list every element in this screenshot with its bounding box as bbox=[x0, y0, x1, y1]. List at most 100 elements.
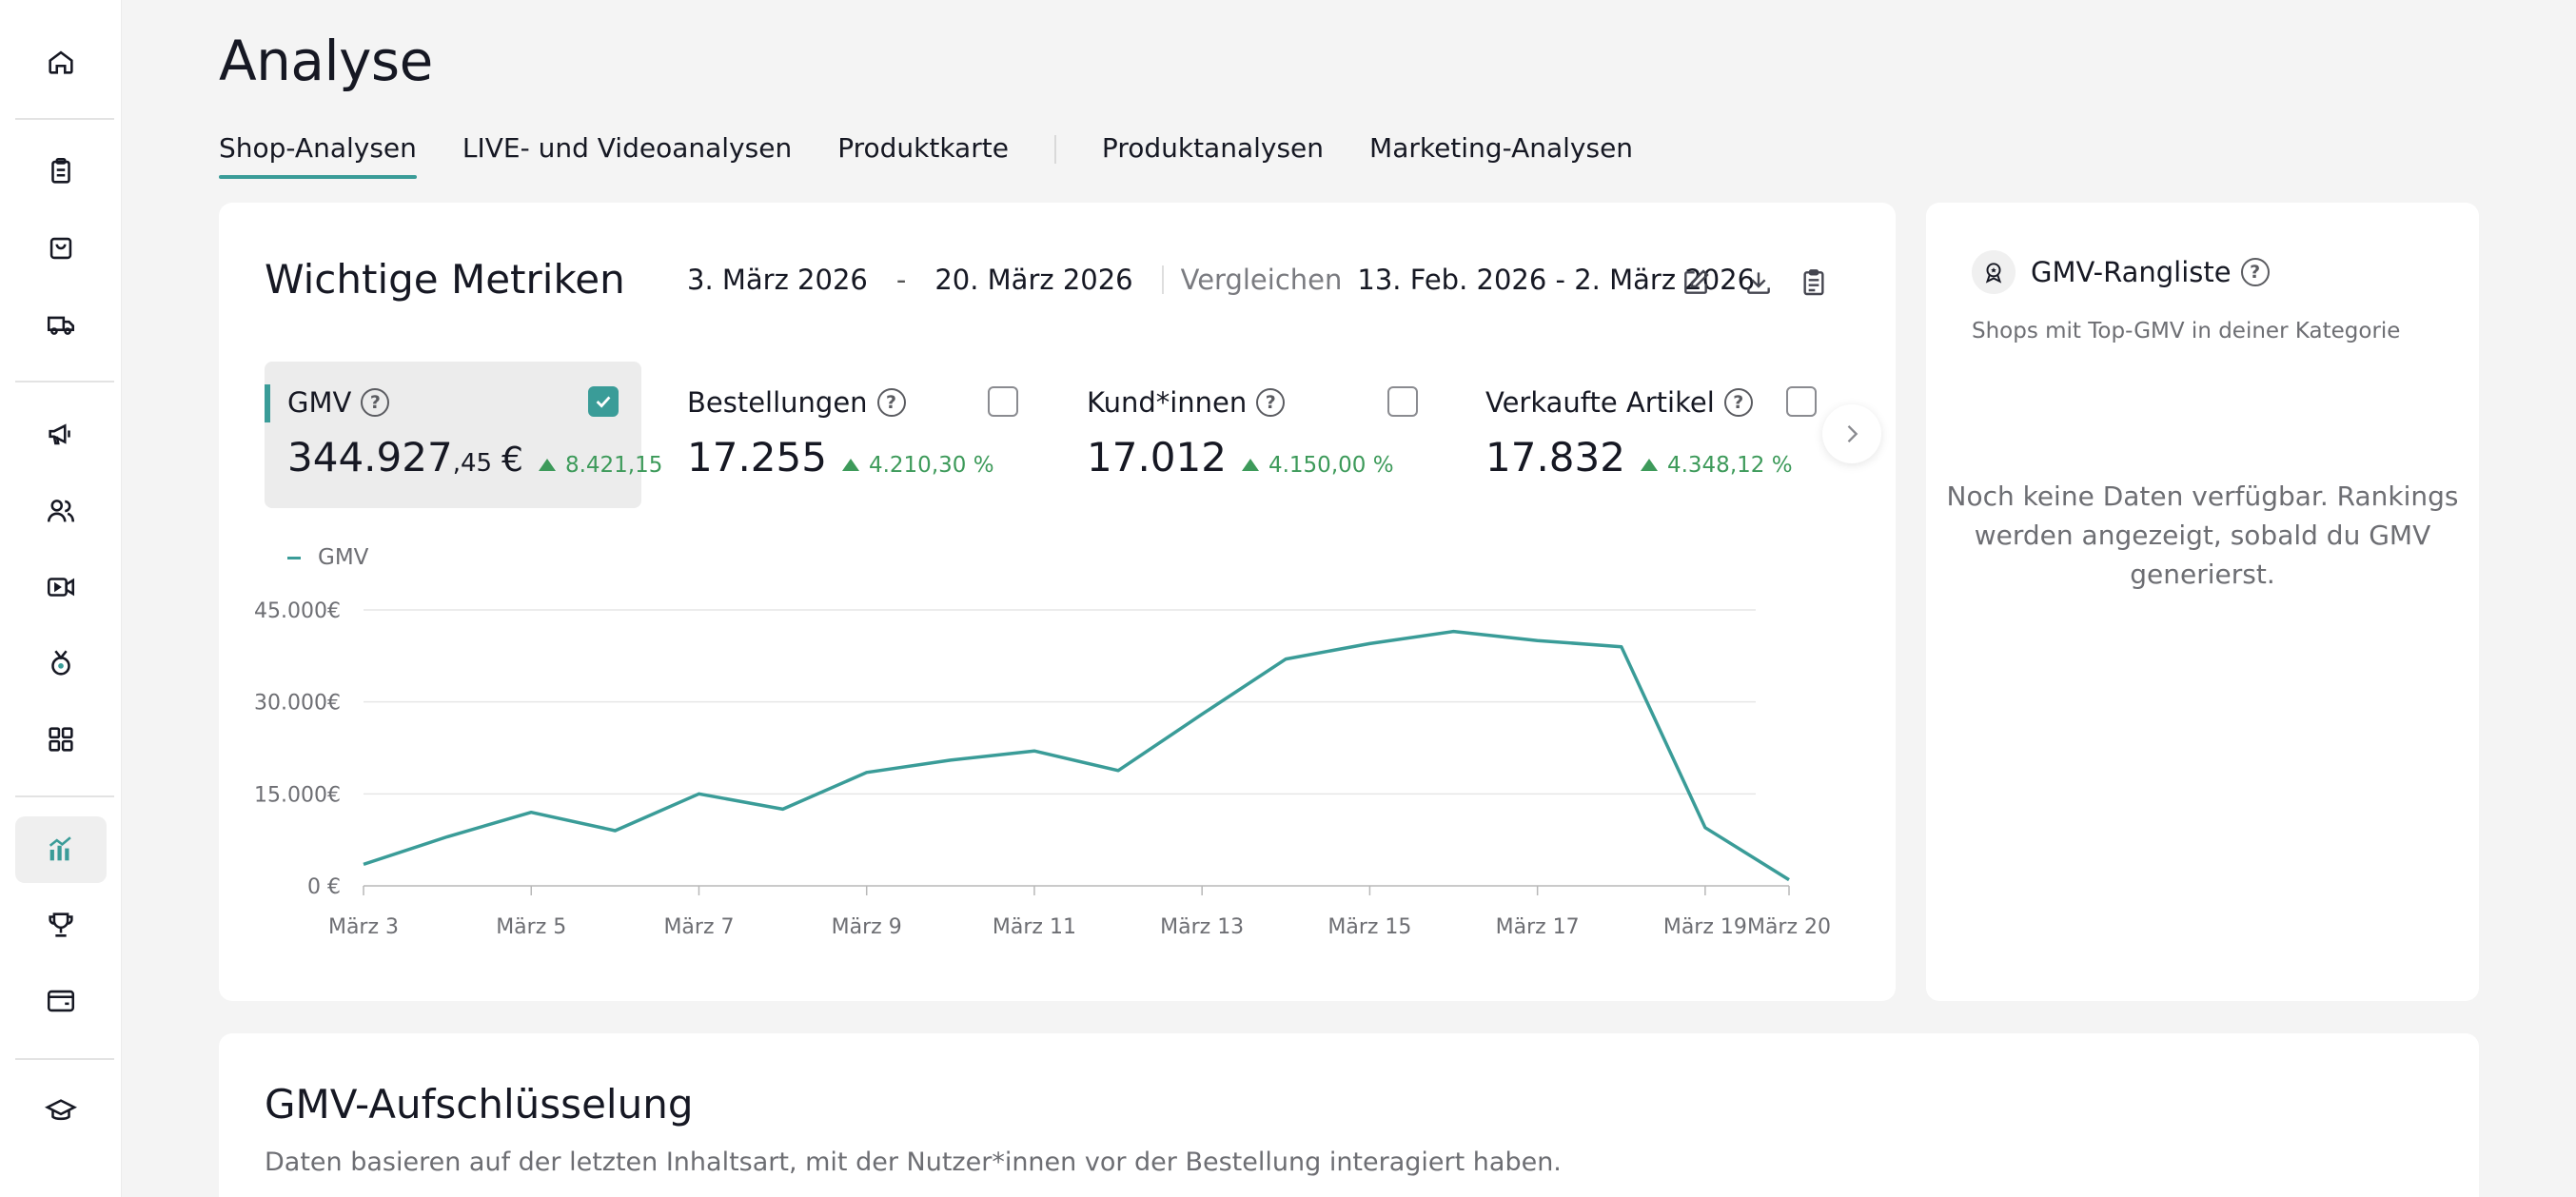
trophy-icon[interactable] bbox=[15, 892, 107, 958]
gmv-data-point bbox=[612, 828, 618, 834]
users-icon[interactable] bbox=[15, 478, 107, 544]
metric-checkbox[interactable] bbox=[1387, 386, 1418, 417]
shopping-bag-icon[interactable] bbox=[15, 215, 107, 282]
key-metrics-card: Wichtige Metriken 3. März 2026 - 20. Mär… bbox=[219, 203, 1896, 1001]
x-tick-label: März 11 bbox=[993, 915, 1076, 939]
breakdown-title: GMV-Aufschlüsselung bbox=[265, 1081, 694, 1128]
help-icon[interactable]: ? bbox=[1723, 388, 1753, 417]
y-tick-label: 45.000€ bbox=[254, 599, 341, 623]
gmv-data-point bbox=[696, 791, 701, 796]
gmv-line-chart: 0 € 15.000€ 30.000€ 45.000€ März 3 März 5 März… bbox=[254, 599, 1831, 939]
gmv-data-point bbox=[444, 834, 450, 839]
metric-value: 17.832 bbox=[1485, 434, 1625, 481]
compare-label: Vergleichen bbox=[1180, 264, 1343, 296]
ranking-empty-state: Noch keine Daten verfügbar. Rankings wer… bbox=[1946, 481, 2459, 590]
metric-checkbox[interactable] bbox=[988, 386, 1018, 417]
sidebar-divider bbox=[15, 1058, 114, 1060]
tab-produktkarte[interactable]: Produktkarte bbox=[837, 132, 1009, 164]
y-tick-label: 0 € bbox=[307, 875, 341, 899]
x-tick-label: März 7 bbox=[663, 915, 734, 939]
metric-delta: 4.210,30 % bbox=[868, 452, 994, 478]
help-icon[interactable]: ? bbox=[361, 388, 390, 417]
report-icon[interactable] bbox=[1795, 264, 1833, 302]
tab-marketing-analysen[interactable]: Marketing-Analysen bbox=[1369, 132, 1634, 164]
ranking-title: GMV-Rangliste bbox=[2031, 256, 2232, 288]
date-start[interactable]: 3. März 2026 bbox=[687, 264, 868, 296]
gmv-data-point bbox=[1535, 638, 1541, 643]
x-tick-label: März 19 bbox=[1663, 915, 1747, 939]
gmv-data-point bbox=[864, 770, 870, 775]
metric-card-verkaufte-artikel[interactable]: Verkaufte Artikel? 17.832 4.348,12 % bbox=[1463, 362, 1839, 508]
gmv-data-point bbox=[1451, 629, 1457, 635]
gmv-data-point bbox=[1367, 640, 1372, 646]
metric-checkbox[interactable] bbox=[1786, 386, 1817, 417]
gmv-data-point bbox=[780, 806, 786, 812]
gmv-data-point bbox=[1786, 877, 1792, 883]
x-tick-label: März 20 bbox=[1747, 915, 1831, 939]
metric-currency: € bbox=[501, 441, 523, 480]
delivery-truck-icon[interactable] bbox=[15, 291, 107, 358]
metric-checkbox[interactable] bbox=[588, 386, 619, 417]
apps-grid-icon[interactable] bbox=[15, 706, 107, 773]
breakdown-subtitle: Daten basieren auf der letzten Inhaltsar… bbox=[265, 1148, 1562, 1177]
metric-label: Verkaufte Artikel bbox=[1485, 386, 1715, 419]
tab-shop-analysen[interactable]: Shop-Analysen bbox=[219, 131, 417, 179]
home-icon[interactable] bbox=[15, 29, 107, 95]
metric-card-gmv[interactable]: GMV? 344.927,45 € 8.421,15 bbox=[265, 362, 662, 508]
tab-produktanalysen[interactable]: Produktanalysen bbox=[1101, 132, 1325, 164]
gmv-breakdown-card: GMV-Aufschlüsselung Daten basieren auf d… bbox=[219, 1033, 2479, 1197]
trend-up-icon bbox=[538, 459, 556, 471]
tab-divider bbox=[1053, 135, 1056, 164]
download-icon[interactable] bbox=[1740, 264, 1778, 302]
gmv-data-point bbox=[1032, 748, 1037, 754]
gmv-data-point bbox=[1702, 825, 1708, 831]
metric-delta: 8.421,15 bbox=[564, 452, 663, 478]
gmv-data-point bbox=[361, 861, 366, 867]
edit-icon[interactable] bbox=[1677, 264, 1715, 302]
wallet-icon[interactable] bbox=[15, 968, 107, 1034]
help-icon[interactable]: ? bbox=[1256, 388, 1286, 417]
x-tick-label: März 9 bbox=[832, 915, 902, 939]
checkmark-icon bbox=[596, 396, 611, 408]
metric-value-decimals: ,45 bbox=[452, 449, 493, 478]
trend-up-icon bbox=[1640, 459, 1658, 471]
gmv-data-point bbox=[528, 810, 534, 815]
date-range-picker[interactable]: 3. März 2026 - 20. März 2026 Vergleichen… bbox=[687, 264, 1755, 296]
megaphone-icon[interactable] bbox=[15, 401, 107, 467]
metric-label: Bestellungen bbox=[687, 386, 868, 419]
next-metrics-button[interactable] bbox=[1822, 404, 1881, 463]
page-title: Analyse bbox=[219, 29, 433, 93]
date-end[interactable]: 20. März 2026 bbox=[934, 264, 1133, 296]
graduation-cap-icon[interactable] bbox=[15, 1078, 107, 1145]
metric-label: Kund*innen bbox=[1087, 386, 1248, 419]
tab-live-videoanalysen[interactable]: LIVE- und Videoanalysen bbox=[462, 132, 793, 164]
chevron-right-icon bbox=[1847, 425, 1858, 442]
gmv-data-point bbox=[1283, 657, 1288, 662]
sidebar-divider bbox=[15, 795, 114, 797]
gmv-data-point bbox=[1199, 712, 1205, 717]
metric-value: 17.012 bbox=[1087, 434, 1227, 481]
compare-range[interactable]: 13. Feb. 2026 - 2. März 2026 bbox=[1357, 264, 1756, 296]
gmv-series-line bbox=[363, 629, 1790, 882]
gmv-data-point bbox=[1619, 644, 1624, 650]
metric-value: 344.927 bbox=[287, 434, 453, 481]
gmv-ranking-card: GMV-Rangliste ? Shops mit Top-GMV in dei… bbox=[1926, 203, 2479, 1001]
video-camera-icon[interactable] bbox=[15, 554, 107, 620]
metric-delta: 4.150,00 % bbox=[1268, 452, 1394, 478]
clipboard-icon[interactable] bbox=[15, 138, 107, 205]
metric-card-bestellungen[interactable]: Bestellungen? 17.255 4.210,30 % bbox=[664, 362, 1041, 508]
sidebar-divider bbox=[15, 118, 114, 120]
metric-card-kundinnen[interactable]: Kund*innen? 17.012 4.150,00 % bbox=[1064, 362, 1441, 508]
sidebar-divider bbox=[15, 381, 114, 383]
affiliate-badge-icon[interactable] bbox=[15, 630, 107, 697]
analytics-chart-icon[interactable] bbox=[15, 816, 107, 883]
legend-label: GMV bbox=[318, 545, 369, 570]
trend-up-icon bbox=[841, 459, 859, 471]
help-icon[interactable]: ? bbox=[876, 388, 906, 417]
gmv-data-point bbox=[1115, 768, 1121, 774]
trend-up-icon bbox=[1241, 459, 1259, 471]
y-tick-label: 15.000€ bbox=[254, 783, 341, 807]
metric-value: 17.255 bbox=[687, 434, 827, 481]
sidebar bbox=[0, 0, 122, 1197]
help-icon[interactable]: ? bbox=[2240, 258, 2270, 286]
